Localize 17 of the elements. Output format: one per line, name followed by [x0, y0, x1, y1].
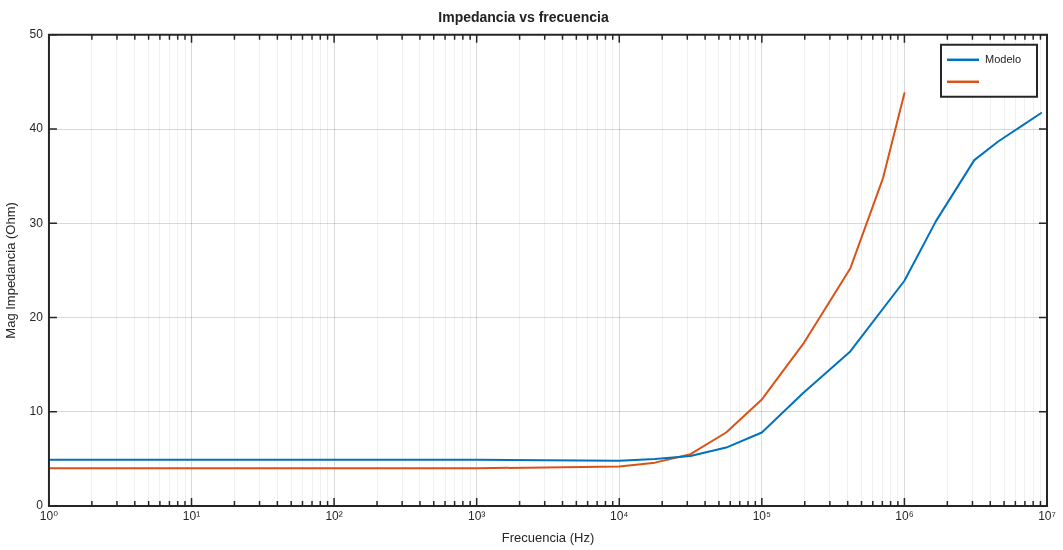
- chart-title: Impedancia vs frecuencia: [438, 9, 609, 26]
- x-tick-label: 10⁷: [1038, 508, 1056, 523]
- y-tick-label: 10: [29, 404, 44, 419]
- x-tick-label: 10⁶: [895, 508, 914, 523]
- y-axis-title: Mag Impedancia (Ohm): [3, 202, 19, 339]
- x-axis-title: Frecuencia (Hz): [501, 529, 595, 545]
- y-tick-label: 20: [29, 309, 44, 324]
- x-tick-label: 10²: [325, 508, 343, 523]
- x-tick-label: 10⁰: [39, 508, 59, 523]
- x-tick-label: 10⁵: [752, 508, 772, 523]
- y-tick-label: 50: [29, 27, 44, 42]
- x-tick-label: 10⁴: [610, 508, 629, 523]
- y-tick-label: 30: [29, 215, 44, 230]
- y-tick-label: 40: [29, 121, 44, 136]
- legend-label: Modelo: [985, 52, 1022, 65]
- x-tick-label: 10¹: [182, 508, 201, 523]
- x-tick-label: 10³: [468, 508, 486, 523]
